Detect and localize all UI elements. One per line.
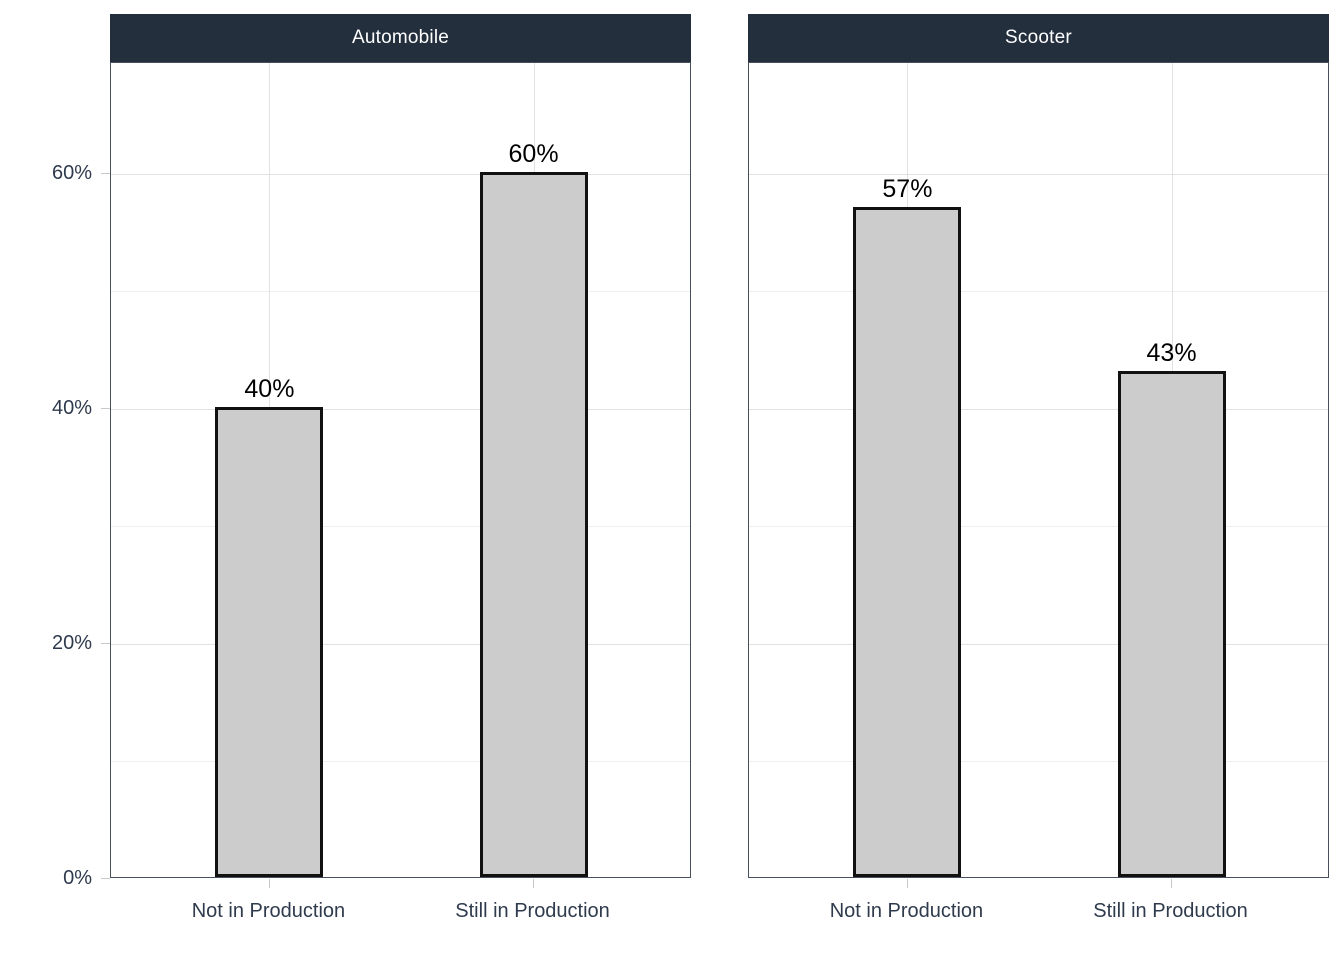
y-axis: 0% 20% 40% 60% xyxy=(0,62,92,889)
bar-not-in-production xyxy=(853,206,962,877)
facet-title: Scooter xyxy=(1005,27,1072,48)
minor-gridline xyxy=(111,291,690,293)
major-gridline xyxy=(749,173,1328,175)
x-axis-tick xyxy=(906,879,908,888)
y-axis-tick xyxy=(101,172,110,174)
major-gridline xyxy=(111,408,690,410)
x-axis-category-label: Not in Production xyxy=(191,900,346,922)
bar-value-label: 43% xyxy=(1146,339,1197,368)
major-gridline xyxy=(111,643,690,645)
minor-gridline xyxy=(111,526,690,528)
minor-gridline xyxy=(111,761,690,763)
facet-strip-automobile: Automobile xyxy=(110,14,691,62)
major-gridline xyxy=(749,408,1328,410)
bar-still-in-production xyxy=(479,171,588,877)
facet-title: Automobile xyxy=(351,27,450,48)
x-axis-category-label: Not in Production xyxy=(829,900,984,922)
facet-scooter: Scooter 57% 43% Not in Production Still in… xyxy=(748,14,1329,922)
y-axis-tick-label: 40% xyxy=(51,396,92,419)
y-axis-tick xyxy=(101,407,110,409)
x-axis-tick xyxy=(533,879,535,888)
bar-value-label: 40% xyxy=(244,374,295,403)
bar-value-label: 57% xyxy=(882,174,933,203)
facet-strip-scooter: Scooter xyxy=(748,14,1329,62)
minor-gridline xyxy=(749,761,1328,763)
major-gridline xyxy=(111,173,690,175)
x-axis-category-label: Still in Production xyxy=(455,900,610,922)
y-axis-tick-label: 0% xyxy=(63,867,92,889)
y-axis-tick-label: 20% xyxy=(51,631,92,654)
bar-still-in-production xyxy=(1117,371,1226,877)
plot-panel-automobile: 40% 60% xyxy=(110,62,691,888)
major-gridline xyxy=(749,643,1328,645)
x-axis-tick xyxy=(1171,879,1173,888)
plot-panel-scooter: 57% 43% xyxy=(748,62,1329,888)
facet-automobile: Automobile 40% 60% Not in Production Still… xyxy=(110,14,691,922)
bar-value-label: 60% xyxy=(508,139,559,168)
y-axis-tick xyxy=(101,878,110,879)
y-axis-tick xyxy=(101,642,110,644)
x-axis-category-label: Still in Production xyxy=(1093,900,1248,922)
minor-gridline xyxy=(749,291,1328,293)
bar-not-in-production xyxy=(215,406,324,877)
x-axis-tick xyxy=(268,879,270,888)
minor-gridline xyxy=(749,526,1328,528)
y-axis-tick-label: 60% xyxy=(51,161,92,184)
